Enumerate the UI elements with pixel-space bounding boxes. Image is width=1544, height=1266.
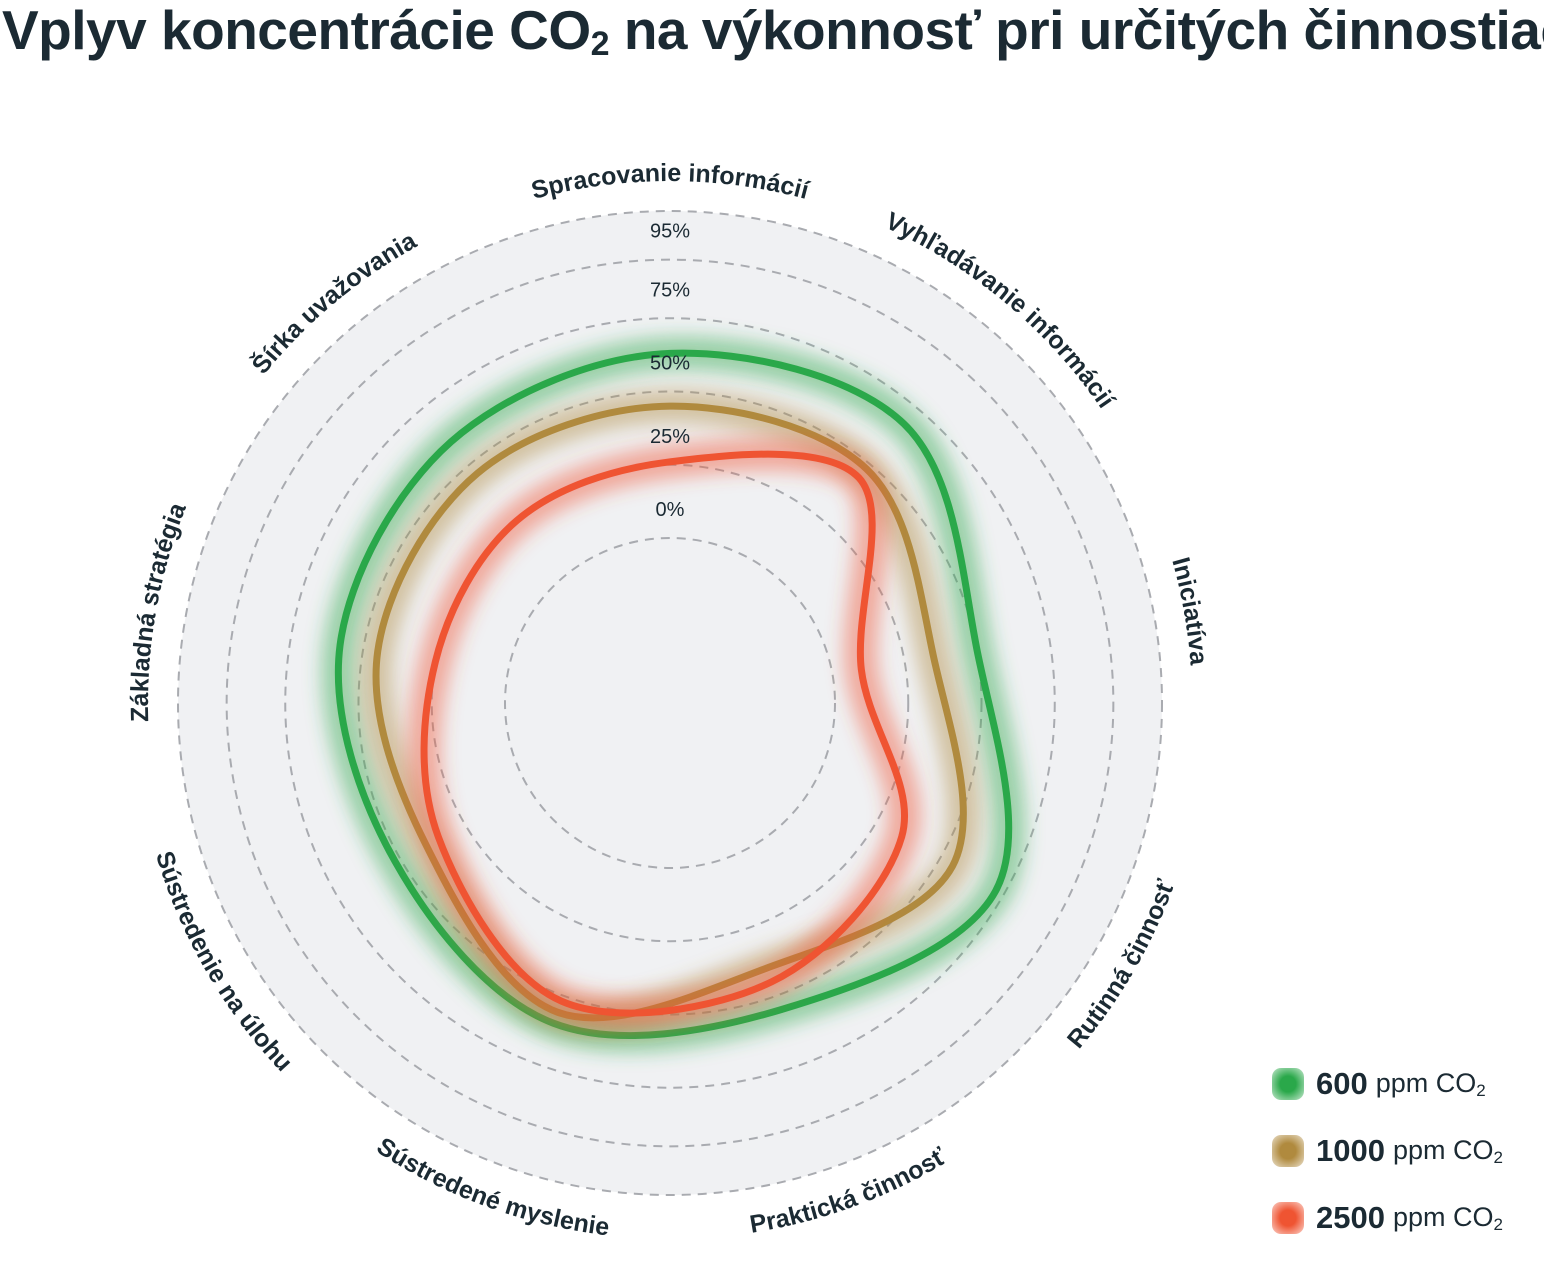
category-label: Iniciatíva [1166, 554, 1212, 667]
series-600 [321, 336, 1026, 1053]
legend-swatch-600 [1272, 1068, 1304, 1100]
chart-title: Vplyv koncentrácie CO2 na výkonnosť pri … [2, 0, 1544, 63]
grid-ring [225, 258, 1115, 1148]
series-2500 [407, 437, 922, 1031]
series-line [334, 349, 1013, 1040]
legend-value: 2500 [1316, 1200, 1385, 1235]
r-tick-label: 25% [650, 426, 690, 448]
grid-ring [504, 537, 836, 869]
legend-item-2500: 2500 ppm CO2 [1272, 1194, 1503, 1242]
category-label: Spracovanie informácií [528, 159, 812, 205]
legend-swatch-2500 [1272, 1202, 1304, 1234]
legend-unit: ppm CO2 [1375, 1067, 1486, 1100]
r-tick-label: 95% [650, 221, 690, 243]
r-tick-label: 0% [656, 499, 685, 521]
r-tick-label: 75% [650, 279, 690, 301]
legend-value: 600 [1316, 1066, 1368, 1101]
grid-ring [284, 317, 1056, 1089]
legend-swatch-1000 [1272, 1135, 1304, 1167]
r-tick-label: 50% [650, 353, 690, 375]
outer-ring [177, 210, 1163, 1196]
legend-unit: ppm CO2 [1392, 1134, 1503, 1167]
legend-unit: ppm CO2 [1392, 1201, 1503, 1234]
series-line [420, 450, 909, 1017]
legend: 600 ppm CO2 1000 ppm CO2 2500 ppm CO2 [1272, 1060, 1503, 1261]
legend-value: 1000 [1316, 1133, 1385, 1168]
legend-item-1000: 1000 ppm CO2 [1272, 1127, 1503, 1175]
legend-item-600: 600 ppm CO2 [1272, 1060, 1503, 1108]
